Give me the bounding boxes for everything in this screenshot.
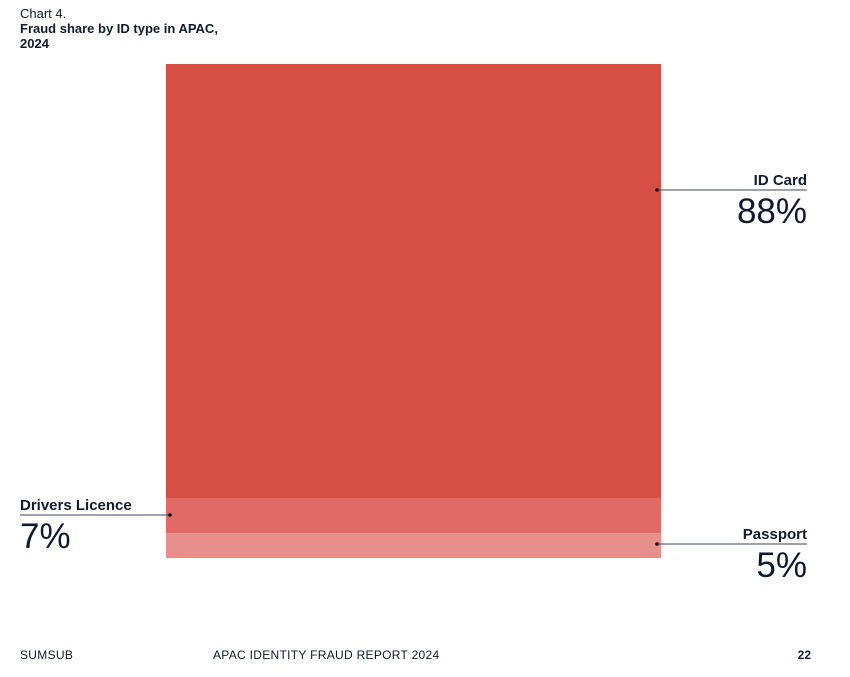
footer-report-title: APAC IDENTITY FRAUD REPORT 2024 xyxy=(213,648,440,662)
leader-dot-passport xyxy=(655,542,659,546)
page-number: 22 xyxy=(797,648,811,662)
series-name-id-card: ID Card xyxy=(754,172,807,189)
leader-dot-drivers-licence xyxy=(168,513,172,517)
chart-number: Chart 4. xyxy=(20,6,67,21)
fraud-share-chart: ID Card 88% Drivers Licence 7% Passport 5% xyxy=(20,64,807,585)
series-value-drivers-licence: 7% xyxy=(20,517,71,556)
footer-brand: SUMSUB xyxy=(20,648,74,662)
segment-id-card xyxy=(166,64,661,499)
segment-drivers-licence xyxy=(166,498,661,534)
chart-title: Fraud share by ID type in APAC, 2024 xyxy=(20,21,218,51)
series-value-passport: 5% xyxy=(756,546,807,585)
series-value-id-card: 88% xyxy=(737,192,807,231)
series-name-passport: Passport xyxy=(743,526,807,543)
leader-dot-id-card xyxy=(655,188,659,192)
series-name-drivers-licence: Drivers Licence xyxy=(20,497,132,514)
segment-passport xyxy=(166,533,661,558)
